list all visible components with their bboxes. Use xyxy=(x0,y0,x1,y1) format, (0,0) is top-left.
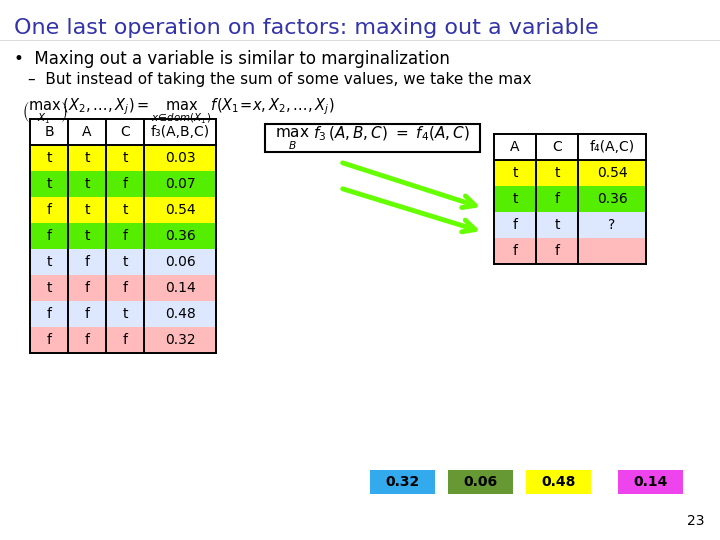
Text: f: f xyxy=(554,244,559,258)
Text: $\left(\max_{X_1}\right)\!\!(X_2,\ldots,X_j)=\max_{x\in dom(X_1)} f(X_1\!=\!x,X_: $\left(\max_{X_1}\right)\!\!(X_2,\ldots,… xyxy=(22,96,335,125)
Text: 0.14: 0.14 xyxy=(634,475,667,489)
Text: 0.03: 0.03 xyxy=(165,151,195,165)
Text: t: t xyxy=(512,166,518,180)
Text: t: t xyxy=(122,255,127,269)
Text: f₄(A,C): f₄(A,C) xyxy=(590,140,634,154)
Text: f: f xyxy=(122,229,127,243)
Text: t: t xyxy=(46,177,52,191)
Text: t: t xyxy=(84,177,90,191)
Text: 0.32: 0.32 xyxy=(385,475,420,489)
Text: C: C xyxy=(120,125,130,139)
Bar xyxy=(448,470,513,494)
Text: t: t xyxy=(122,203,127,217)
Bar xyxy=(30,171,216,197)
Bar xyxy=(494,212,646,238)
Text: f: f xyxy=(47,307,52,321)
Bar xyxy=(618,470,683,494)
Text: •  Maxing out a variable is similar to marginalization: • Maxing out a variable is similar to ma… xyxy=(14,50,450,68)
Text: 0.48: 0.48 xyxy=(541,475,576,489)
Bar xyxy=(30,275,216,301)
Text: f: f xyxy=(84,255,89,269)
Text: t: t xyxy=(512,192,518,206)
Text: f: f xyxy=(122,333,127,347)
Text: A: A xyxy=(510,140,520,154)
Text: f: f xyxy=(122,281,127,295)
Bar xyxy=(30,145,216,171)
Text: 0.48: 0.48 xyxy=(165,307,195,321)
Text: 0.36: 0.36 xyxy=(165,229,195,243)
Text: f: f xyxy=(122,177,127,191)
Text: f: f xyxy=(47,229,52,243)
Bar xyxy=(30,249,216,275)
Text: t: t xyxy=(122,307,127,321)
Bar xyxy=(30,119,216,145)
Text: One last operation on factors: maxing out a variable: One last operation on factors: maxing ou… xyxy=(14,18,598,38)
Text: f: f xyxy=(513,244,518,258)
Bar xyxy=(30,301,216,327)
Text: f: f xyxy=(84,333,89,347)
Text: B: B xyxy=(44,125,54,139)
Text: f₃(A,B,C): f₃(A,B,C) xyxy=(150,125,210,139)
Bar xyxy=(265,124,480,152)
Text: 0.07: 0.07 xyxy=(165,177,195,191)
Text: t: t xyxy=(46,281,52,295)
Text: 0.54: 0.54 xyxy=(597,166,627,180)
Text: A: A xyxy=(82,125,91,139)
Text: t: t xyxy=(84,151,90,165)
Bar xyxy=(30,223,216,249)
Text: f: f xyxy=(47,203,52,217)
Bar xyxy=(494,160,646,186)
Text: 0.54: 0.54 xyxy=(165,203,195,217)
Text: 0.14: 0.14 xyxy=(165,281,195,295)
Text: ?: ? xyxy=(608,218,616,232)
Text: C: C xyxy=(552,140,562,154)
Bar xyxy=(30,327,216,353)
Text: t: t xyxy=(84,203,90,217)
Text: f: f xyxy=(84,307,89,321)
Text: 0.36: 0.36 xyxy=(597,192,627,206)
Bar xyxy=(494,238,646,264)
Text: 0.06: 0.06 xyxy=(165,255,195,269)
Text: f: f xyxy=(554,192,559,206)
Bar xyxy=(494,186,646,212)
Text: t: t xyxy=(554,166,559,180)
Bar xyxy=(370,470,435,494)
Text: –  But instead of taking the sum of some values, we take the max: – But instead of taking the sum of some … xyxy=(28,72,531,87)
Text: t: t xyxy=(122,151,127,165)
Text: $\max_B\ f_3(A,B,C)\ =\ f_4(A,C)$: $\max_B\ f_3(A,B,C)\ =\ f_4(A,C)$ xyxy=(275,124,470,152)
Text: 23: 23 xyxy=(686,514,704,528)
Bar xyxy=(30,197,216,223)
Text: f: f xyxy=(84,281,89,295)
Text: t: t xyxy=(84,229,90,243)
Text: f: f xyxy=(513,218,518,232)
Bar xyxy=(526,470,591,494)
Text: t: t xyxy=(46,151,52,165)
Bar xyxy=(494,134,646,160)
Text: t: t xyxy=(554,218,559,232)
Text: 0.06: 0.06 xyxy=(464,475,498,489)
Text: t: t xyxy=(46,255,52,269)
Text: 0.32: 0.32 xyxy=(165,333,195,347)
Text: f: f xyxy=(47,333,52,347)
